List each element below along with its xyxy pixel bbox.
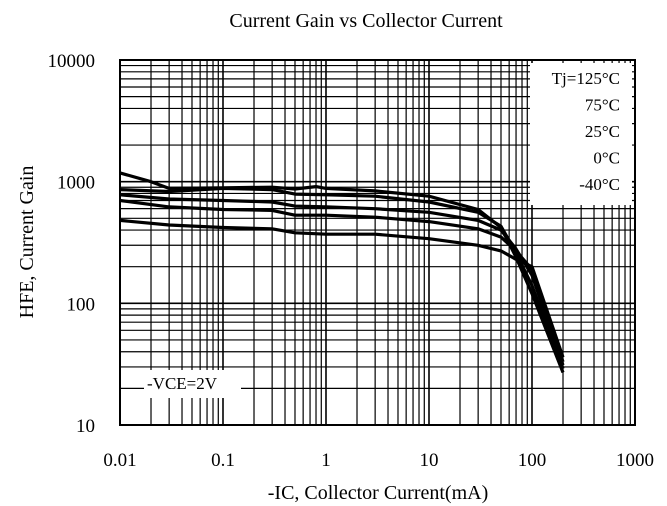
x-tick-label: 0.01	[103, 450, 136, 471]
x-tick-label: 1	[321, 450, 331, 471]
x-tick-label: 10	[420, 450, 439, 471]
x-tick-label: 100	[518, 450, 547, 471]
legend-entry: -40°C	[579, 175, 620, 194]
series-lines	[119, 171, 565, 374]
series-line	[119, 218, 565, 358]
series-line	[119, 198, 565, 363]
legend-background	[530, 63, 632, 205]
y-tick-label: 10	[76, 416, 95, 437]
tick-labels: 0.01 0.1 1 10 100 1000 10 100 1000 10000	[48, 51, 655, 471]
legend-entry: 75°C	[585, 96, 620, 115]
annotation-background	[144, 370, 241, 398]
legend-entry: 25°C	[585, 122, 620, 141]
series-line	[119, 171, 565, 374]
x-axis-title: -IC, Collector Current(mA)	[268, 482, 489, 504]
legend: Tj=125°C 75°C 25°C 0°C -40°C	[530, 63, 632, 205]
y-axis-title: HFE, Current Gain	[16, 166, 38, 319]
legend-entry: Tj=125°C	[552, 69, 620, 88]
vce-annotation: -VCE=2V	[147, 374, 218, 393]
x-tick-label: 0.1	[211, 450, 235, 471]
y-tick-label: 100	[67, 294, 96, 315]
chart-title: Current Gain vs Collector Current	[229, 10, 503, 32]
y-tick-label: 1000	[57, 173, 95, 194]
x-tick-label: 1000	[616, 450, 654, 471]
legend-entry: 0°C	[593, 149, 620, 168]
annotation-box: -VCE=2V	[144, 370, 241, 398]
plot-frame	[119, 59, 636, 426]
y-tick-label: 10000	[48, 51, 96, 72]
